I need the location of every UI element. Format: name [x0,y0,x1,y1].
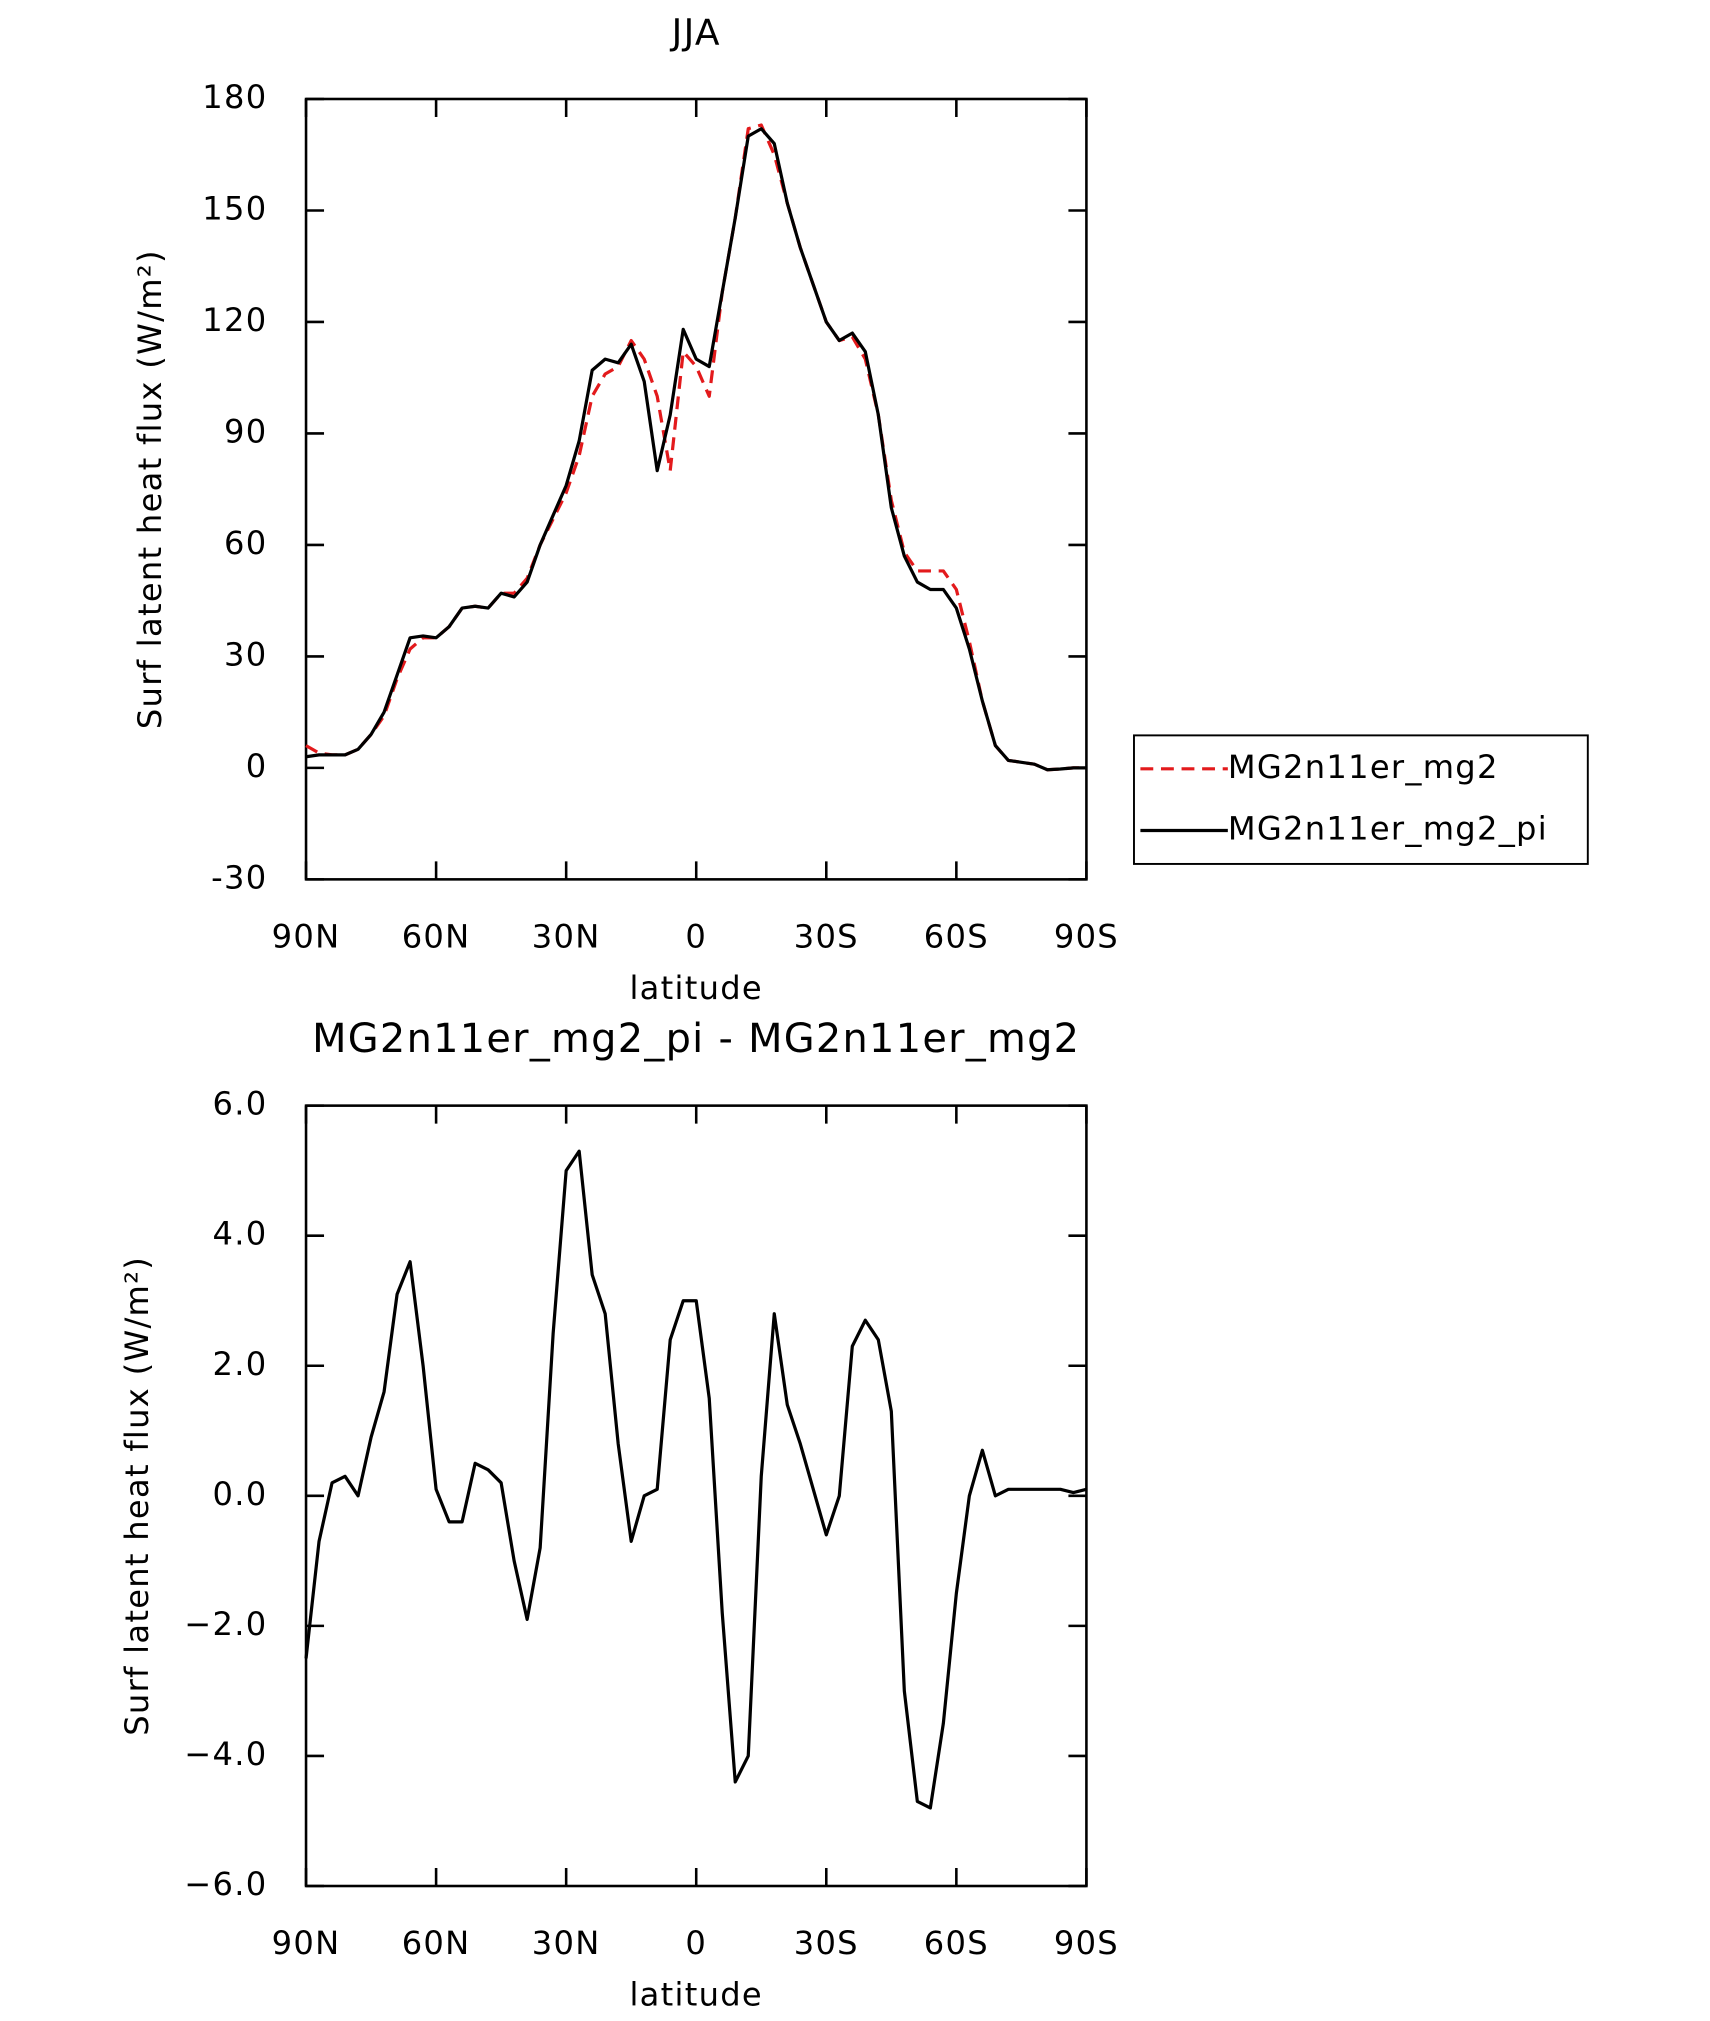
x-tick-label: 60N [402,918,471,956]
x-tick-label: 0 [685,1924,707,1962]
y-tick-label: 2.0 [213,1345,268,1383]
x-tick-label: 60S [924,1924,989,1962]
x-tick-label: 90S [1054,1924,1119,1962]
y-tick-label: 30 [224,635,267,673]
line-series [305,127,1087,772]
line-series [304,1149,1087,1810]
y-axis-label: Surf latent heat flux (W/m²) [118,1256,156,1736]
y-tick-label: 6.0 [213,1085,268,1123]
chart-title: MG2n11er_mg2_pi - MG2n11er_mg2 [312,1016,1080,1062]
legend-label: MG2n11er_mg2 [1228,748,1499,786]
y-tick-label: −4.0 [184,1735,267,1773]
y-tick-label: −6.0 [184,1865,267,1903]
chart-title: JJA [670,13,721,54]
legend-label: MG2n11er_mg2_pi [1228,810,1548,848]
legend-box [1133,734,1589,865]
line-series [305,123,1087,772]
x-tick-label: 60N [402,1924,471,1962]
plot-frame [304,97,1088,881]
y-tick-label: −2.0 [184,1605,267,1643]
x-tick-label: 30N [532,1924,601,1962]
y-tick-label: -30 [211,858,267,896]
y-tick-label: 4.0 [213,1215,268,1253]
y-tick-label: 0.0 [213,1475,268,1513]
x-tick-label: 90S [1054,918,1119,956]
y-tick-label: 0 [246,747,268,785]
x-tick-label: 60S [924,918,989,956]
plot-frame [304,1104,1088,1888]
x-tick-label: 90N [272,918,341,956]
y-axis-label: Surf latent heat flux (W/m²) [131,249,169,729]
x-axis-label: latitude [629,1976,763,2014]
y-tick-label: 90 [224,412,267,450]
x-tick-label: 30S [794,918,859,956]
y-tick-label: 150 [202,189,267,227]
x-tick-label: 0 [685,918,707,956]
x-axis-label: latitude [629,969,763,1007]
y-tick-label: 120 [202,301,267,339]
y-tick-label: 180 [202,78,267,116]
x-tick-label: 30N [532,918,601,956]
x-tick-label: 90N [272,1924,341,1962]
y-tick-label: 60 [224,524,267,562]
x-tick-label: 30S [794,1924,859,1962]
